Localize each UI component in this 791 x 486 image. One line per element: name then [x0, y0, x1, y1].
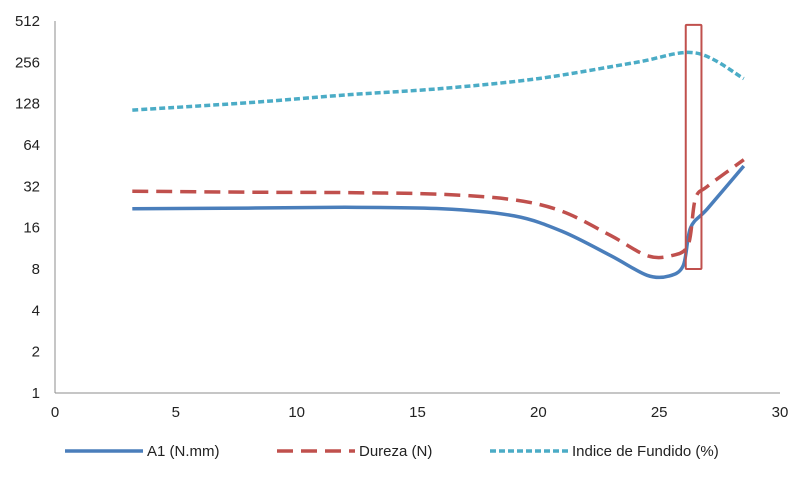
y-tick-label: 4	[32, 302, 40, 319]
legend-label: Indice de Fundido (%)	[572, 443, 719, 460]
x-tick-label: 20	[530, 404, 547, 421]
x-tick-label: 30	[772, 404, 789, 421]
series-dureza-line	[132, 158, 745, 260]
y-tick-label: 16	[23, 220, 40, 237]
x-axis-tick-labels: 0 5 10 15 20 25 30	[51, 404, 789, 421]
y-tick-label: 8	[32, 261, 40, 278]
x-tick-label: 15	[409, 404, 426, 421]
x-tick-label: 10	[288, 404, 305, 421]
y-tick-label: 256	[15, 54, 40, 71]
y-tick-label: 512	[15, 13, 40, 30]
legend: A1 (N.mm) Dureza (N) Indice de Fundido (%)	[65, 443, 719, 460]
y-tick-label: 64	[23, 137, 40, 154]
series-indice-de-fundido-line	[132, 50, 745, 112]
legend-label: Dureza (N)	[359, 443, 432, 460]
y-tick-label: 1	[32, 385, 40, 402]
series-a1-line	[132, 164, 746, 280]
x-tick-label: 5	[172, 404, 180, 421]
y-tick-label: 2	[32, 344, 40, 361]
y-axis-tick-labels: 1 2 4 8 16 32 64 128 256 512	[15, 13, 40, 402]
plot-area	[54, 21, 780, 394]
y-tick-label: 32	[23, 178, 40, 195]
highlight-rectangle	[684, 23, 703, 270]
x-tick-label: 25	[651, 404, 668, 421]
x-tick-label: 0	[51, 404, 59, 421]
y-tick-label: 128	[15, 96, 40, 113]
legend-label: A1 (N.mm)	[147, 443, 220, 460]
